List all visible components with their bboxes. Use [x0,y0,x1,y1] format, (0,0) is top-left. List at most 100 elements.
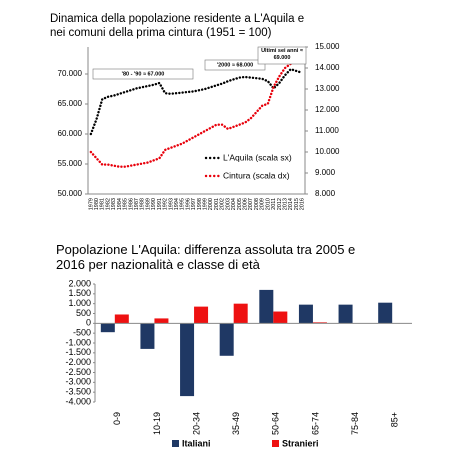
bar [338,304,353,324]
y-tick-label: 2.000 [68,278,91,288]
bar [140,323,155,349]
x-tick-label: 2010 [265,198,271,210]
bar [114,314,129,324]
y-tick-label: 65.000 [58,99,83,108]
bar [219,323,234,356]
legend-label: L'Aquila (scala sx) [223,152,292,162]
x-tick-label: 2008 [254,198,260,210]
x-tick-label: 1993 [168,198,174,210]
legend-swatch [172,440,179,447]
bar [180,323,195,397]
x-tick-label: 2006 [242,198,248,210]
x-tick-label: 1999 [203,198,209,210]
x-tick-label: 1995 [180,198,186,210]
bar [259,289,274,324]
x-tick-label: 1990 [151,198,157,210]
x-tick-label: 2005 [237,198,243,210]
y2-tick-label: 15.000 [315,42,340,51]
x-tick-label: 2015 [294,198,300,210]
x-tick-label: 2012 [277,198,283,210]
annotation-box [204,59,266,71]
x-tick-label: 1994 [174,198,180,210]
x-tick-label: 1996 [185,198,191,210]
x-tick-label: 2013 [282,198,288,210]
x-tick-label: 1986 [128,198,134,210]
x-tick-label: 2016 [300,198,306,210]
bar [100,323,115,333]
legend-swatch [272,440,279,447]
x-tick-label: 1991 [157,198,163,210]
y-tick-label: 1.500 [68,288,91,298]
y-tick-label: 60.000 [58,129,83,138]
chart-title: Popolazione L'Aquila: differenza assolut… [56,242,356,272]
annotation: '80 - '90 ≈ 67.000 [122,71,165,77]
x-tick-label: 65-74 [310,412,320,435]
x-tick-label: 2003 [225,198,231,210]
y-tick-label: 0 [86,318,91,328]
x-tick-label: 2009 [260,198,266,210]
annotation-box [257,46,307,65]
x-tick-label: 0-9 [112,412,122,425]
y-tick-label: 55.000 [58,159,83,168]
x-tick-label: 1982 [105,198,111,210]
title-box: Dinamica della popolazione residente a L… [50,13,305,39]
y2-tick-label: 13.000 [315,84,340,93]
x-tick-label: 2011 [271,198,277,210]
legend-label: Cintura (scala dx) [223,170,290,180]
x-tick-label: 2002 [220,198,226,210]
y2-tick-label: 10.000 [315,147,340,156]
y-tick-label: -4.000 [65,396,91,406]
legend-label: Italiani [182,438,211,448]
series-line [89,67,304,136]
x-tick-label: 20-34 [191,412,201,435]
bar [378,302,393,324]
x-tick-label: 1979 [88,198,94,210]
y2-tick-label: 11.000 [315,126,339,135]
x-tick-label: 1997 [191,198,197,210]
x-tick-label: 1981 [100,198,106,210]
y-tick-label: 500 [76,308,91,318]
x-tick-label: 2001 [214,198,220,210]
x-tick-label: 2000 [208,198,214,210]
y-tick-label: -2.000 [65,357,91,367]
y2-tick-label: 9.000 [315,168,336,177]
x-tick-label: 1998 [197,198,203,210]
y2-tick-label: 14.000 [315,63,340,72]
chart-title: Dinamica della popolazione residente a L… [50,13,305,39]
x-tick-label: 1983 [111,198,117,210]
y-tick-label: -500 [73,328,91,338]
y2-tick-label: 8.000 [315,189,336,198]
x-tick-label: 2004 [231,198,237,210]
annotation-box [92,68,194,80]
y-tick-label: -3.000 [65,377,91,387]
y-tick-label: -1.500 [65,347,91,357]
bar [154,318,169,324]
y-tick-label: -1.000 [65,337,91,347]
annotation-wrap: Ultimi sei anni ≈ 69.000 [261,48,303,61]
x-tick-label: 1985 [123,198,129,210]
y-tick-label: 1.000 [68,298,91,308]
x-tick-label: 2007 [248,198,254,210]
x-tick-label: 1987 [134,198,140,210]
x-tick-label: 75-84 [350,412,360,435]
x-tick-label: 35-49 [231,412,241,435]
bar [194,306,209,324]
y2-tick-label: 12.000 [315,105,340,114]
annotation: '2000 ≈ 68.000 [217,62,253,68]
x-tick-label: 1992 [163,198,169,210]
y-tick-label: -3.500 [65,387,91,397]
bar [298,304,313,324]
x-tick-label: 1980 [94,198,100,210]
title-box: Popolazione L'Aquila: differenza assolut… [56,242,356,272]
x-tick-label: 1988 [140,198,146,210]
x-tick-label: 2014 [288,198,294,210]
x-tick-label: 50-64 [271,412,281,435]
y-tick-label: 50.000 [58,189,83,198]
bar [273,311,288,324]
y-tick-label: 70.000 [58,69,83,78]
x-tick-label: 10-19 [152,412,162,435]
annotation: Ultimi sei anni ≈ 69.000 [261,48,303,61]
x-tick-label: 1989 [145,198,151,210]
y-tick-label: -2.500 [65,367,91,377]
